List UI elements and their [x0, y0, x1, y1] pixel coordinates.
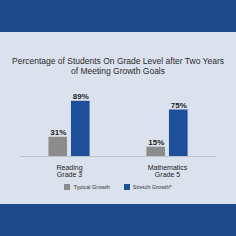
- html-text:Typical Growth: Typical Growth: [73, 184, 110, 190]
- html-text:Stretch Growth*: Stretch Growth*: [132, 184, 172, 190]
- svg-text:89%: 89%: [73, 92, 89, 101]
- svg-text:15%: 15%: [148, 138, 164, 147]
- html-text:Percentage of Students On Grad: Percentage of Students On Grade Level af…: [12, 56, 224, 76]
- svg-text:31%: 31%: [50, 128, 66, 137]
- svg-text:ReadingGrade 3: ReadingGrade 3: [56, 164, 82, 178]
- svg-text:75%: 75%: [171, 101, 187, 110]
- svg-text:MathematicsGrade 5: MathematicsGrade 5: [148, 164, 188, 178]
